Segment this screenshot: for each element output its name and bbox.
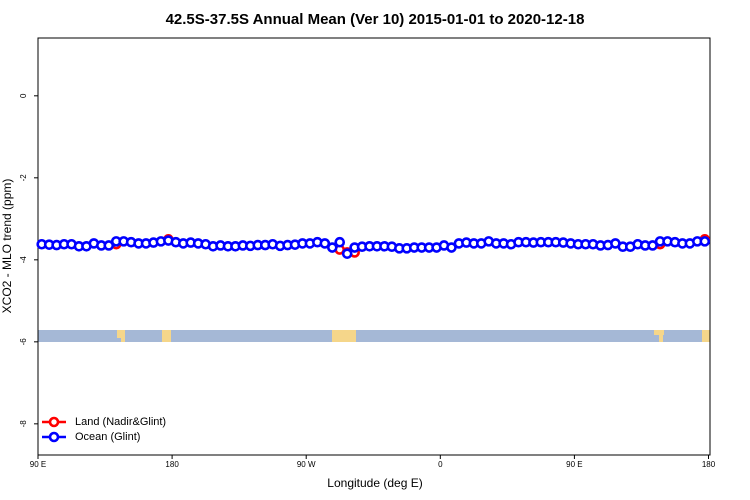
- y-tick-label: 0: [19, 93, 28, 98]
- data-point: [326, 242, 338, 253]
- data-point: [319, 238, 331, 249]
- x-axis-label: Longitude (deg E): [327, 476, 422, 490]
- x-tick-label: 90 E: [566, 460, 582, 469]
- data-point: [334, 236, 346, 248]
- data-point: [446, 242, 457, 253]
- y-tick-label: -2: [19, 174, 28, 182]
- legend-marker: [48, 416, 60, 428]
- x-tick-label: 90 W: [297, 460, 316, 469]
- y-axis-label: XCO2 - MLO trend (ppm): [0, 179, 14, 314]
- data-point: [341, 248, 353, 259]
- y-tick-label: -4: [19, 256, 28, 264]
- legend-label: Land (Nadir&Glint): [75, 416, 166, 428]
- data-point: [647, 240, 658, 251]
- x-tick-label: 0: [438, 460, 443, 469]
- data-point: [699, 236, 711, 247]
- land-mask: [38, 330, 710, 342]
- x-tick-label: 90 E: [30, 460, 46, 469]
- y-tick-label: -6: [19, 338, 28, 346]
- legend-marker: [48, 431, 60, 443]
- legend-label: Ocean (Glint): [75, 431, 140, 443]
- data-point: [103, 240, 115, 251]
- chart-title: 42.5S-37.5S Annual Mean (Ver 10) 2015-01…: [166, 11, 585, 28]
- y-tick-label: -8: [19, 420, 28, 428]
- x-tick-label: 180: [165, 460, 179, 469]
- x-tick-label: 180: [702, 460, 716, 469]
